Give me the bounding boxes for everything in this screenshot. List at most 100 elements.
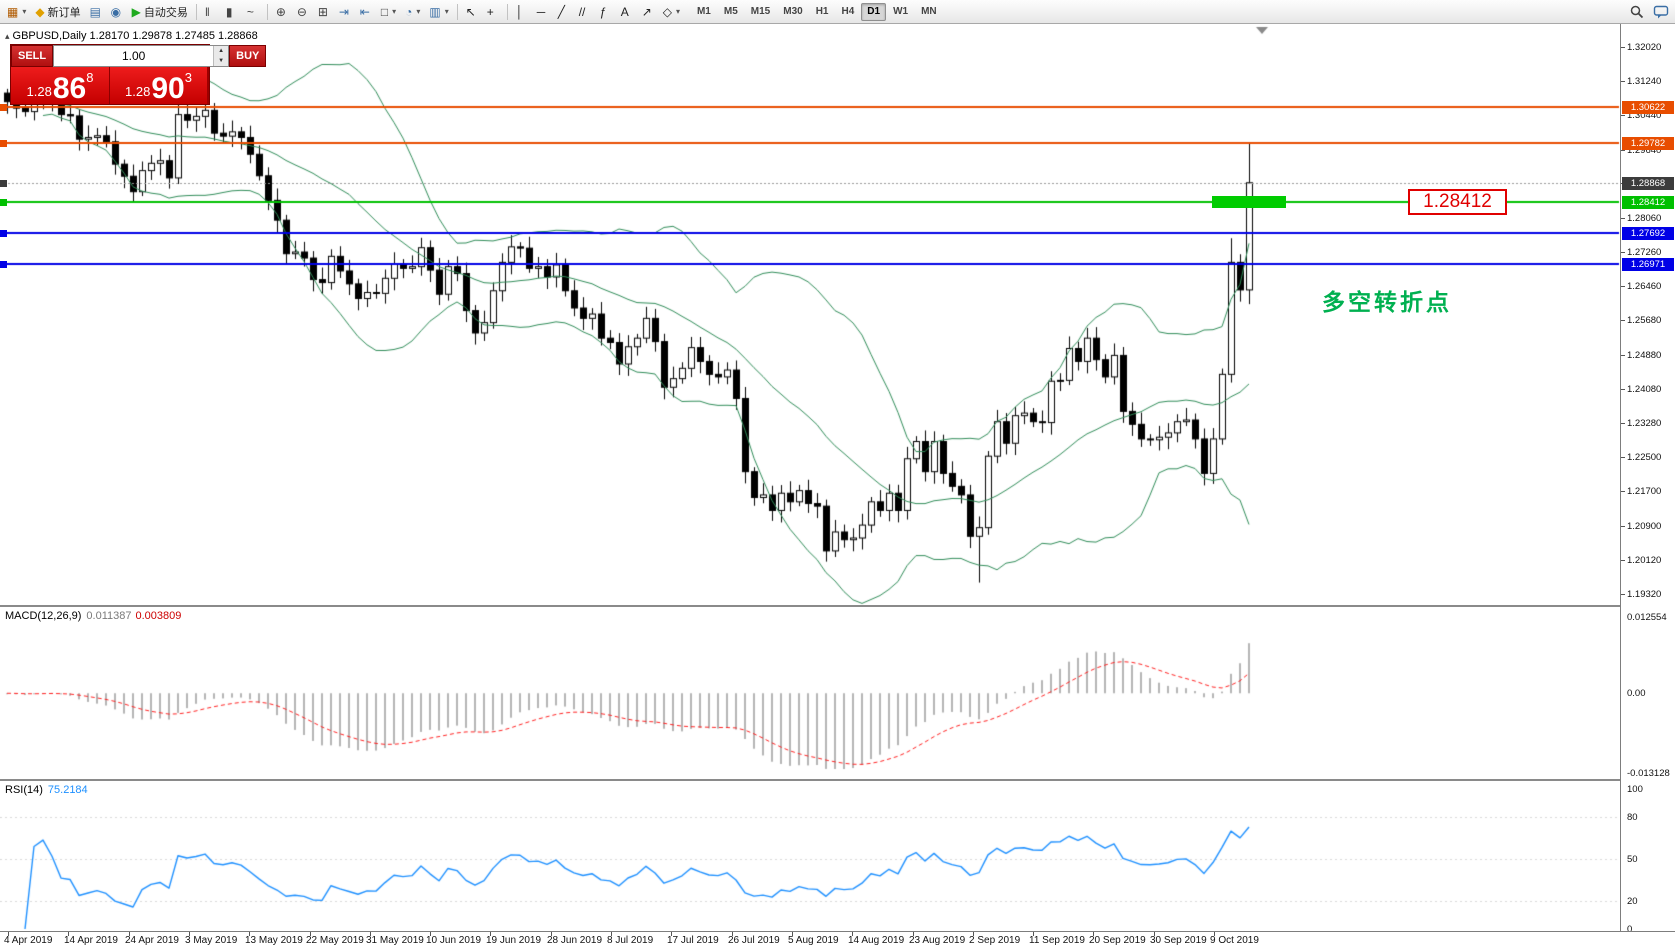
macd-indicator-canvas[interactable] bbox=[0, 607, 1620, 779]
timeframe-d1-button[interactable]: D1 bbox=[861, 2, 887, 21]
timeframe-m15-button[interactable]: M15 bbox=[745, 3, 776, 21]
buy-button[interactable]: BUY bbox=[229, 45, 267, 67]
trendline-tool[interactable]: ╱ bbox=[554, 2, 574, 22]
shapes-tool[interactable]: ◇ ▾ bbox=[659, 2, 684, 22]
date-axis-tick-mark bbox=[129, 932, 130, 936]
rsi-axis-label: 80 bbox=[1627, 812, 1638, 823]
cursor-button[interactable]: ↖ bbox=[462, 2, 482, 22]
bar-chart-button[interactable]: ‖ bbox=[201, 2, 221, 22]
fibonacci-tool[interactable]: ƒ bbox=[596, 2, 616, 22]
chart-collapse-icon[interactable]: ▴ bbox=[5, 31, 10, 41]
timeframe-h1-button[interactable]: H1 bbox=[810, 3, 835, 21]
period-selector-button[interactable]: ◔ ▾ bbox=[401, 2, 424, 22]
zoom-out-button[interactable]: ⊖ bbox=[293, 2, 313, 22]
toolbar-buttons-group: ▦ ▾ ◆ 新订单 ▤ ◉ ▶ 自动交易 ‖ ▮ ~ ⊕ ⊖ ⊞ ⇥ ⇤ □ ▾ ◔ ▾ ▥ ▾ ↖ + │ ─ ╱//ƒ A ↗ ◇ ▾ bbox=[3, 2, 684, 22]
toolbar-divider bbox=[266, 3, 268, 20]
rsi-axis-label: 0 bbox=[1627, 924, 1633, 935]
vertical-line-tool[interactable]: │ bbox=[512, 2, 532, 22]
date-axis-tick-mark bbox=[490, 932, 491, 936]
macd-axis-label: -0.013128 bbox=[1627, 768, 1670, 779]
price-axis-tick-mark bbox=[1621, 150, 1625, 151]
timeframe-m1-button[interactable]: M1 bbox=[691, 3, 717, 21]
chart-shift-button[interactable]: ⇤ bbox=[356, 2, 376, 22]
shapes-tool-icon: ◇ bbox=[662, 4, 672, 19]
toolbar-divider bbox=[456, 3, 458, 20]
search-icon bbox=[1630, 5, 1644, 18]
horizontal-line-tool[interactable]: ─ bbox=[533, 2, 553, 22]
timeframe-mn-button[interactable]: MN bbox=[915, 3, 943, 21]
date-axis-label: 23 Aug 2019 bbox=[909, 935, 966, 946]
price-axis-tick-label: 1.32020 bbox=[1627, 42, 1662, 53]
cursor-button-icon: ↖ bbox=[465, 4, 476, 19]
template-button-dropdown-icon: ▾ bbox=[444, 7, 449, 16]
date-axis-label: 2 Sep 2019 bbox=[969, 935, 1021, 946]
price-axis[interactable]: 1.320201.312401.304401.296401.288601.280… bbox=[1620, 24, 1675, 935]
date-axis-label: 3 May 2019 bbox=[185, 935, 238, 946]
highlight-rectangle[interactable] bbox=[1212, 196, 1286, 208]
price-axis-tick-mark bbox=[1621, 286, 1625, 287]
profiles-button[interactable]: ◉ bbox=[107, 2, 127, 22]
arrows-tool[interactable]: ↗ bbox=[638, 2, 658, 22]
volume-down-button[interactable]: ▼ bbox=[214, 56, 229, 66]
volume-input[interactable] bbox=[54, 46, 214, 66]
date-axis-tick-mark bbox=[1154, 932, 1155, 936]
new-order-button[interactable]: ◆ 新订单 bbox=[31, 2, 84, 22]
volume-up-button[interactable]: ▲ bbox=[214, 46, 229, 56]
zoom-in-button[interactable]: ⊕ bbox=[272, 2, 292, 22]
macd-window-separator[interactable] bbox=[0, 605, 1675, 607]
timeframe-m5-button[interactable]: M5 bbox=[718, 3, 744, 21]
rsi-indicator-canvas[interactable] bbox=[0, 781, 1620, 931]
annotation-text[interactable]: 多空转折点 bbox=[1322, 289, 1452, 315]
sell-price-display[interactable]: 1.28 86 8 bbox=[11, 67, 109, 104]
new-window-button[interactable]: □ ▾ bbox=[377, 2, 400, 22]
date-axis-tick-mark bbox=[68, 932, 69, 936]
price-axis-tag: 1.28868 bbox=[1622, 176, 1674, 190]
timeframe-m30-button[interactable]: M30 bbox=[777, 3, 808, 21]
timeframe-h4-button[interactable]: H4 bbox=[835, 3, 860, 21]
charts-button[interactable]: ▤ bbox=[86, 2, 106, 22]
price-axis-tick-mark bbox=[1621, 526, 1625, 527]
price-callout-label[interactable]: 1.28412 bbox=[1408, 189, 1507, 215]
new-chart-button-dropdown-icon: ▾ bbox=[22, 7, 27, 16]
trendline-tool-icon: ╱ bbox=[557, 4, 565, 19]
sell-button[interactable]: SELL bbox=[11, 45, 54, 67]
rsi-window-separator[interactable] bbox=[0, 779, 1675, 781]
auto-scroll-button[interactable]: ⇥ bbox=[335, 2, 355, 22]
trade-widget-top-row: SELL ▲ ▼ BUY bbox=[11, 45, 267, 67]
channel-tool[interactable]: // bbox=[575, 2, 595, 22]
timeframe-w1-button[interactable]: W1 bbox=[887, 3, 914, 21]
price-axis-tick-mark bbox=[1621, 594, 1625, 595]
main-chart-canvas[interactable] bbox=[0, 24, 1620, 605]
volume-stepper: ▲ ▼ bbox=[213, 46, 229, 66]
date-axis-label: 4 Apr 2019 bbox=[4, 935, 53, 946]
chat-button[interactable] bbox=[1650, 2, 1672, 22]
line-chart-button[interactable]: ~ bbox=[243, 2, 263, 22]
date-axis-tick-mark bbox=[611, 932, 612, 936]
date-axis-label: 14 Aug 2019 bbox=[848, 935, 905, 946]
new-chart-button[interactable]: ▦ ▾ bbox=[3, 2, 30, 22]
date-axis-tick-mark bbox=[8, 932, 9, 936]
line-chart-button-icon: ~ bbox=[246, 4, 254, 19]
search-button[interactable] bbox=[1626, 2, 1648, 22]
profiles-button-icon: ◉ bbox=[110, 4, 122, 19]
date-axis-tick-mark bbox=[310, 932, 311, 936]
date-axis-label: 8 Jul 2019 bbox=[607, 935, 654, 946]
price-axis-tick-label: 1.20900 bbox=[1627, 520, 1662, 532]
autotrading-button[interactable]: ▶ 自动交易 bbox=[128, 2, 192, 22]
price-axis-tick-label: 1.31240 bbox=[1627, 75, 1662, 87]
date-axis[interactable]: 4 Apr 2019 14 Apr 2019 24 Apr 2019 3 May 20… bbox=[0, 931, 1675, 946]
price-axis-tick-mark bbox=[1621, 355, 1625, 356]
price-axis-tick-mark bbox=[1621, 320, 1625, 321]
text-tool[interactable]: A bbox=[617, 2, 637, 22]
date-axis-tick-mark bbox=[792, 932, 793, 936]
price-axis-tick-mark bbox=[1621, 218, 1625, 219]
buy-price-display[interactable]: 1.28 90 3 bbox=[109, 67, 207, 104]
template-button[interactable]: ▥ ▾ bbox=[425, 2, 452, 22]
tile-windows-button[interactable]: ⊞ bbox=[314, 2, 334, 22]
macd-main-value: 0.011387 bbox=[86, 610, 132, 622]
macd-signal-value: 0.003809 bbox=[135, 610, 182, 622]
candlestick-chart-button[interactable]: ▮ bbox=[222, 2, 242, 22]
crosshair-button[interactable]: + bbox=[483, 2, 503, 22]
